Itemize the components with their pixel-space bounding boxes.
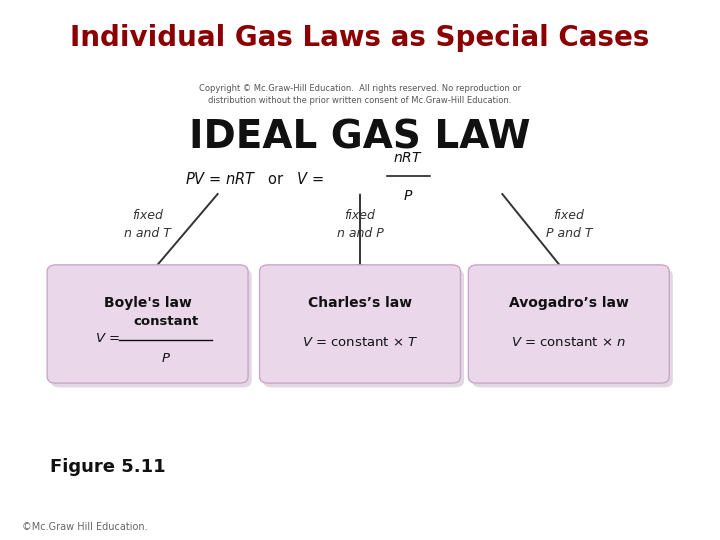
Text: $\mathit{P}$: $\mathit{P}$ — [161, 353, 171, 366]
Text: Copyright © Mc.Graw-Hill Education.  All rights reserved. No reproduction or
dis: Copyright © Mc.Graw-Hill Education. All … — [199, 84, 521, 105]
Text: $\mathit{nRT}$: $\mathit{nRT}$ — [393, 151, 423, 165]
FancyBboxPatch shape — [264, 269, 464, 388]
Text: $\mathit{P}$: $\mathit{P}$ — [403, 189, 413, 203]
Text: Individual Gas Laws as Special Cases: Individual Gas Laws as Special Cases — [71, 24, 649, 52]
FancyBboxPatch shape — [469, 265, 670, 383]
Text: constant: constant — [133, 315, 198, 328]
Text: Boyle's law: Boyle's law — [104, 296, 192, 310]
Text: fixed
P and T: fixed P and T — [546, 208, 592, 240]
FancyBboxPatch shape — [50, 269, 252, 388]
Text: $\mathit{V}$ = constant $\times$ $\mathit{T}$: $\mathit{V}$ = constant $\times$ $\mathi… — [302, 336, 418, 349]
Text: $\mathit{V}$ =: $\mathit{V}$ = — [95, 332, 121, 345]
Text: fixed
n and P: fixed n and P — [337, 208, 383, 240]
FancyBboxPatch shape — [260, 265, 461, 383]
FancyBboxPatch shape — [47, 265, 248, 383]
Text: ©Mc.Graw Hill Education.: ©Mc.Graw Hill Education. — [22, 522, 147, 531]
Text: Charles’s law: Charles’s law — [308, 296, 412, 310]
Text: $\mathit{V}$ = constant $\times$ $\mathit{n}$: $\mathit{V}$ = constant $\times$ $\mathi… — [511, 336, 626, 349]
Text: $\mathit{PV}$ = $\mathit{nRT}$   or   $\mathit{V}$ =: $\mathit{PV}$ = $\mathit{nRT}$ or $\math… — [185, 171, 326, 187]
Text: IDEAL GAS LAW: IDEAL GAS LAW — [189, 119, 531, 157]
FancyBboxPatch shape — [472, 269, 673, 388]
Text: fixed
n and T: fixed n and T — [124, 208, 171, 240]
Text: Figure 5.11: Figure 5.11 — [50, 458, 166, 476]
Text: Avogadro’s law: Avogadro’s law — [509, 296, 629, 310]
